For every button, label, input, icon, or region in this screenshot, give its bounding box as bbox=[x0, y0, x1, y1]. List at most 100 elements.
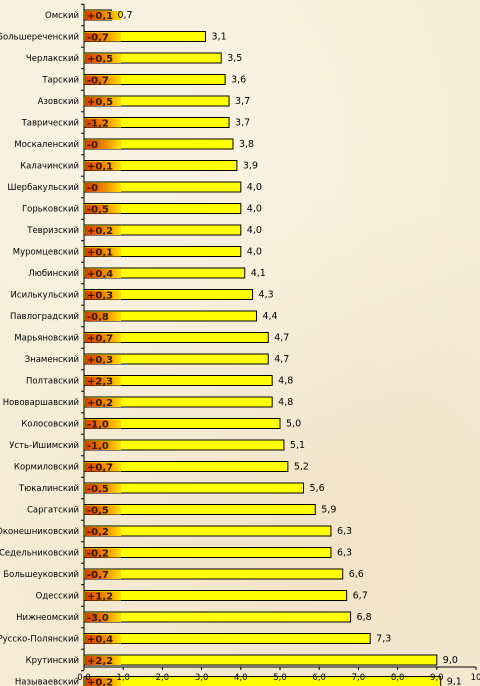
x-tick-label: 10 bbox=[471, 673, 480, 683]
bar bbox=[83, 482, 305, 494]
category-label: Москаленский bbox=[14, 140, 79, 150]
category-label: Любинский bbox=[28, 269, 79, 279]
category-label: Исилькульский bbox=[11, 291, 79, 301]
bar bbox=[83, 74, 226, 85]
change-label: +0,2 bbox=[87, 398, 113, 409]
change-label: +0,2 bbox=[87, 226, 113, 237]
value-label: 3,1 bbox=[212, 32, 227, 43]
category-label: Большереченский bbox=[0, 33, 79, 43]
bar bbox=[83, 611, 352, 623]
change-label: -3,0 bbox=[87, 613, 109, 624]
change-label: +0,1 bbox=[87, 11, 113, 22]
change-indicator bbox=[85, 441, 121, 450]
bar bbox=[83, 396, 273, 408]
change-label: +0,2 bbox=[87, 678, 113, 686]
change-label: +0,4 bbox=[87, 635, 113, 646]
change-indicator bbox=[85, 677, 121, 686]
bar bbox=[83, 310, 257, 322]
category-label: Тевризский bbox=[26, 226, 79, 236]
value-label: 4,0 bbox=[247, 182, 262, 193]
change-indicator bbox=[85, 656, 121, 665]
change-indicator bbox=[85, 118, 121, 128]
category-label: Тюкалинский bbox=[18, 484, 79, 494]
bar bbox=[83, 246, 242, 257]
change-indicator bbox=[85, 32, 121, 42]
value-label: 4,8 bbox=[278, 376, 293, 387]
change-label: -1,0 bbox=[87, 420, 109, 431]
bar bbox=[83, 633, 371, 644]
category-label: Шербакульский bbox=[7, 183, 79, 193]
value-label: 0,7 bbox=[117, 10, 132, 21]
x-tick-label: 7,0 bbox=[352, 673, 366, 683]
bar bbox=[83, 95, 230, 107]
change-indicator bbox=[85, 204, 121, 214]
value-label: 3,7 bbox=[235, 96, 250, 107]
change-label: +0,5 bbox=[87, 97, 113, 108]
value-label: 3,9 bbox=[243, 161, 258, 172]
value-label: 4,0 bbox=[247, 204, 262, 215]
change-indicator bbox=[85, 355, 121, 364]
category-label: Черлакский bbox=[26, 54, 79, 64]
category-label: Горьковский bbox=[22, 205, 79, 215]
category-label: Калачинский bbox=[20, 162, 79, 172]
change-label: -1,0 bbox=[87, 441, 109, 452]
value-label: 6,3 bbox=[337, 526, 352, 537]
category-label: Омский bbox=[45, 11, 79, 21]
bar bbox=[83, 676, 442, 686]
bar bbox=[83, 224, 242, 236]
change-indicator bbox=[85, 484, 121, 493]
change-label: -0,5 bbox=[87, 205, 109, 216]
change-indicator bbox=[85, 312, 121, 321]
value-label: 9,1 bbox=[447, 677, 462, 686]
category-label: Таврический bbox=[21, 119, 79, 129]
change-label: +0,1 bbox=[87, 162, 113, 173]
change-indicator bbox=[85, 269, 121, 278]
change-label: -0 bbox=[87, 140, 98, 151]
value-label: 4,4 bbox=[262, 311, 277, 322]
value-label: 5,1 bbox=[290, 440, 305, 451]
change-label: +0,3 bbox=[87, 291, 113, 302]
category-label: Знаменский bbox=[25, 355, 79, 365]
change-indicator bbox=[85, 634, 121, 644]
change-indicator bbox=[85, 398, 121, 407]
change-indicator bbox=[85, 290, 121, 300]
change-indicator bbox=[85, 570, 121, 579]
change-label: +1,2 bbox=[87, 592, 113, 603]
change-indicator bbox=[85, 140, 121, 149]
bar bbox=[83, 332, 269, 343]
category-label: Называевский bbox=[15, 678, 79, 686]
value-label: 4,8 bbox=[278, 397, 293, 408]
category-label: Одесский bbox=[36, 592, 79, 602]
category-label: Нижнеомский bbox=[16, 613, 79, 623]
bar bbox=[83, 31, 207, 42]
change-indicator bbox=[85, 226, 121, 235]
x-tick-label: 3,0 bbox=[195, 673, 209, 683]
category-label: Полтавский bbox=[26, 377, 79, 387]
change-label: -0,5 bbox=[87, 484, 109, 495]
value-label: 4,7 bbox=[274, 333, 289, 344]
change-indicator bbox=[85, 333, 121, 343]
value-label: 7,3 bbox=[376, 634, 391, 645]
value-label: 4,1 bbox=[251, 268, 266, 279]
change-indicator bbox=[85, 462, 121, 472]
category-label: Седельниковский bbox=[0, 549, 79, 559]
bar bbox=[83, 267, 246, 279]
value-label: 5,9 bbox=[321, 505, 336, 516]
change-indicator bbox=[85, 54, 121, 63]
x-tick-label: 2,0 bbox=[156, 673, 170, 683]
value-label: 3,8 bbox=[239, 139, 254, 150]
value-label: 6,8 bbox=[357, 612, 372, 623]
category-label: Тарский bbox=[41, 76, 79, 86]
change-indicator bbox=[85, 97, 121, 106]
category-label: Марьяновский bbox=[14, 334, 79, 344]
value-label: 6,7 bbox=[353, 591, 368, 602]
value-label: 9,0 bbox=[443, 655, 458, 666]
value-label: 5,0 bbox=[286, 419, 301, 430]
change-label: -0,7 bbox=[87, 33, 109, 44]
change-label: -0 bbox=[87, 183, 98, 194]
value-label: 4,0 bbox=[247, 247, 262, 258]
bar bbox=[83, 547, 332, 558]
change-indicator bbox=[85, 183, 121, 192]
bar bbox=[83, 568, 344, 580]
